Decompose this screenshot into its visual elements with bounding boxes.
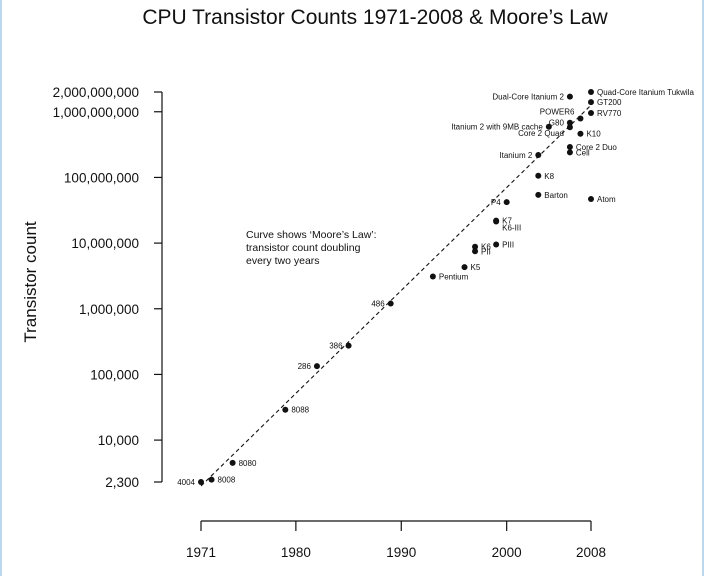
data-point (588, 110, 594, 117)
data-point-label: POWER6 (540, 108, 575, 117)
trend-layer (200, 104, 592, 487)
annotation-line-2: transistor count doubling (246, 242, 361, 254)
x-tick-label: 2000 (492, 545, 522, 560)
y-tick-label: 100,000 (90, 367, 139, 382)
data-point (229, 459, 236, 466)
data-point-label: PIII (502, 241, 514, 250)
data-point (577, 130, 584, 137)
data-point (566, 119, 573, 126)
data-point-label: Dual-Core Itanium 2 (492, 93, 564, 102)
data-point-label: K6 (481, 243, 491, 252)
data-point (208, 476, 215, 483)
y-tick-label: 10,000,000 (71, 236, 139, 251)
data-point (503, 199, 510, 206)
data-point-label: K10 (586, 130, 601, 139)
data-point-label: Core 2 Duo (576, 143, 617, 152)
data-point (198, 479, 204, 485)
data-point (566, 149, 573, 156)
y-tick-label: 2,000,000,000 (53, 85, 139, 100)
data-point (345, 342, 352, 349)
data-point (588, 195, 594, 202)
data-point-label: 286 (298, 362, 312, 371)
x-tick-label: 2008 (576, 545, 606, 560)
y-tick-label: 100,000,000 (64, 170, 139, 185)
data-point (472, 248, 479, 255)
data-point (282, 406, 289, 413)
x-tick-label: 1971 (186, 545, 216, 560)
data-point-label: Barton (544, 191, 568, 200)
data-point (387, 300, 394, 307)
data-point-label: Core 2 Quad (518, 129, 564, 138)
data-point (535, 191, 542, 198)
moores-law-trend-line (200, 104, 592, 487)
data-point (588, 89, 594, 95)
data-point-label: Itanium 2 with 9MB cache (451, 123, 543, 132)
y-tick-label: 10,000 (98, 433, 139, 448)
data-point-label: P4 (491, 198, 501, 207)
y-tick-label: 1,000,000 (79, 302, 139, 317)
data-point (566, 124, 573, 131)
y-ticks: 2,300 10,000 100,000 1,000,000 10,000,000 100… (53, 85, 162, 490)
data-point (545, 123, 552, 130)
x-tick-label: 1990 (386, 545, 416, 560)
data-point-label: PII (481, 247, 491, 256)
data-point (535, 172, 542, 179)
data-point-label: G80 (549, 119, 565, 128)
data-point (429, 273, 436, 280)
data-point-label: Quad-Core Itanium Tukwila (597, 88, 694, 97)
data-point (472, 243, 479, 250)
data-point (493, 241, 500, 248)
data-point (313, 363, 320, 370)
y-tick-label: 1,000,000,000 (53, 105, 139, 120)
y-axis-label: Transistor count (21, 221, 40, 343)
data-point-label: K8 (544, 172, 554, 181)
data-point (577, 115, 584, 122)
data-point (566, 143, 573, 150)
data-point-label: GT200 (597, 98, 622, 107)
annotation-line-1: Curve shows ‘Moore’s Law’: (246, 229, 377, 241)
x-ticks: 1971 1980 1990 2000 2008 (186, 521, 606, 560)
data-point (588, 99, 594, 106)
annotation-line-3: every two years (246, 255, 320, 267)
data-point (493, 218, 500, 225)
data-point-label: Itanium 2 (499, 151, 532, 160)
y-tick-label: 2,300 (105, 475, 139, 490)
data-point-label: Atom (597, 195, 616, 204)
data-point-label: 8008 (218, 476, 236, 485)
data-point-label: Cell (576, 148, 590, 157)
data-point (566, 93, 573, 100)
data-point-label: 8080 (239, 459, 257, 468)
data-point-label: 386 (329, 342, 343, 351)
data-point-label: K6-III (502, 224, 521, 233)
data-point-label: K5 (471, 263, 481, 272)
data-point (535, 151, 542, 158)
data-point (461, 264, 468, 271)
x-tick-label: 1980 (281, 545, 311, 560)
data-point-label: 8088 (291, 406, 309, 415)
data-point-label: 4004 (177, 478, 195, 487)
data-point-label: RV770 (597, 109, 622, 118)
data-point-label: K7 (502, 217, 512, 226)
chart-title: CPU Transistor Counts 1971-2008 & Moore’… (142, 6, 608, 29)
data-point-label: 486 (371, 300, 385, 309)
data-point-label: Pentium (439, 272, 469, 281)
